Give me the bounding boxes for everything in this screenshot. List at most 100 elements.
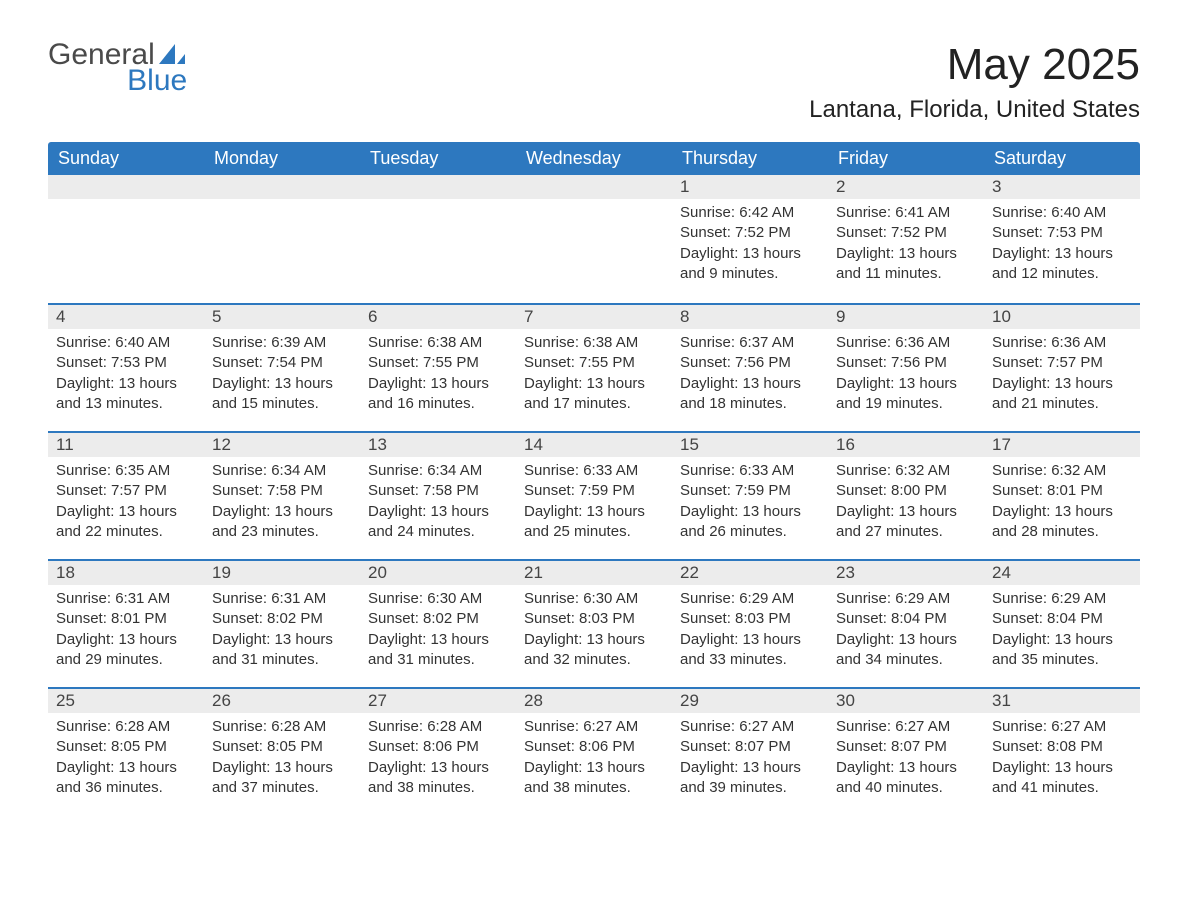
daylight-text: Daylight: 13 hours and 21 minutes. <box>992 374 1132 415</box>
weekday-header: Sunday <box>48 142 204 175</box>
daylight-text: Daylight: 13 hours and 26 minutes. <box>680 502 820 543</box>
sunset-text: Sunset: 8:06 PM <box>368 737 508 757</box>
day-number: 18 <box>48 559 204 585</box>
sunset-text: Sunset: 7:56 PM <box>836 353 976 373</box>
sunset-text: Sunset: 7:54 PM <box>212 353 352 373</box>
calendar-cell <box>204 175 360 303</box>
day-details: Sunrise: 6:42 AMSunset: 7:52 PMDaylight:… <box>672 199 828 292</box>
daylight-text: Daylight: 13 hours and 31 minutes. <box>368 630 508 671</box>
sunset-text: Sunset: 8:00 PM <box>836 481 976 501</box>
sunset-text: Sunset: 8:02 PM <box>368 609 508 629</box>
calendar-cell: 16Sunrise: 6:32 AMSunset: 8:00 PMDayligh… <box>828 431 984 559</box>
calendar-cell: 10Sunrise: 6:36 AMSunset: 7:57 PMDayligh… <box>984 303 1140 431</box>
daylight-text: Daylight: 13 hours and 19 minutes. <box>836 374 976 415</box>
calendar-cell: 17Sunrise: 6:32 AMSunset: 8:01 PMDayligh… <box>984 431 1140 559</box>
sunrise-text: Sunrise: 6:36 AM <box>836 333 976 353</box>
day-details: Sunrise: 6:36 AMSunset: 7:57 PMDaylight:… <box>984 329 1140 422</box>
day-details: Sunrise: 6:29 AMSunset: 8:04 PMDaylight:… <box>984 585 1140 678</box>
sunrise-text: Sunrise: 6:39 AM <box>212 333 352 353</box>
calendar-table: Sunday Monday Tuesday Wednesday Thursday… <box>48 142 1140 815</box>
day-details: Sunrise: 6:28 AMSunset: 8:05 PMDaylight:… <box>48 713 204 806</box>
day-number <box>48 175 204 199</box>
day-number: 2 <box>828 175 984 199</box>
day-details: Sunrise: 6:37 AMSunset: 7:56 PMDaylight:… <box>672 329 828 422</box>
day-details: Sunrise: 6:36 AMSunset: 7:56 PMDaylight:… <box>828 329 984 422</box>
daylight-text: Daylight: 13 hours and 22 minutes. <box>56 502 196 543</box>
sunset-text: Sunset: 7:52 PM <box>836 223 976 243</box>
sunrise-text: Sunrise: 6:38 AM <box>524 333 664 353</box>
daylight-text: Daylight: 13 hours and 17 minutes. <box>524 374 664 415</box>
calendar-cell: 27Sunrise: 6:28 AMSunset: 8:06 PMDayligh… <box>360 687 516 815</box>
day-details: Sunrise: 6:27 AMSunset: 8:07 PMDaylight:… <box>828 713 984 806</box>
calendar-cell: 28Sunrise: 6:27 AMSunset: 8:06 PMDayligh… <box>516 687 672 815</box>
day-details: Sunrise: 6:27 AMSunset: 8:07 PMDaylight:… <box>672 713 828 806</box>
sunrise-text: Sunrise: 6:29 AM <box>680 589 820 609</box>
daylight-text: Daylight: 13 hours and 16 minutes. <box>368 374 508 415</box>
calendar-cell: 8Sunrise: 6:37 AMSunset: 7:56 PMDaylight… <box>672 303 828 431</box>
calendar-cell: 4Sunrise: 6:40 AMSunset: 7:53 PMDaylight… <box>48 303 204 431</box>
day-number: 30 <box>828 687 984 713</box>
sunrise-text: Sunrise: 6:27 AM <box>524 717 664 737</box>
day-number: 1 <box>672 175 828 199</box>
day-number: 21 <box>516 559 672 585</box>
day-details: Sunrise: 6:29 AMSunset: 8:03 PMDaylight:… <box>672 585 828 678</box>
daylight-text: Daylight: 13 hours and 40 minutes. <box>836 758 976 799</box>
day-details: Sunrise: 6:40 AMSunset: 7:53 PMDaylight:… <box>984 199 1140 292</box>
day-number <box>516 175 672 199</box>
day-details: Sunrise: 6:30 AMSunset: 8:02 PMDaylight:… <box>360 585 516 678</box>
day-number: 27 <box>360 687 516 713</box>
day-number: 7 <box>516 303 672 329</box>
calendar-row: 11Sunrise: 6:35 AMSunset: 7:57 PMDayligh… <box>48 431 1140 559</box>
daylight-text: Daylight: 13 hours and 18 minutes. <box>680 374 820 415</box>
day-details: Sunrise: 6:38 AMSunset: 7:55 PMDaylight:… <box>516 329 672 422</box>
day-number: 20 <box>360 559 516 585</box>
calendar-cell <box>48 175 204 303</box>
calendar-cell: 3Sunrise: 6:40 AMSunset: 7:53 PMDaylight… <box>984 175 1140 303</box>
day-number: 8 <box>672 303 828 329</box>
calendar-cell: 24Sunrise: 6:29 AMSunset: 8:04 PMDayligh… <box>984 559 1140 687</box>
day-number: 19 <box>204 559 360 585</box>
calendar-cell: 5Sunrise: 6:39 AMSunset: 7:54 PMDaylight… <box>204 303 360 431</box>
daylight-text: Daylight: 13 hours and 11 minutes. <box>836 244 976 285</box>
day-number <box>204 175 360 199</box>
sunset-text: Sunset: 7:55 PM <box>368 353 508 373</box>
day-number: 3 <box>984 175 1140 199</box>
calendar-cell: 1Sunrise: 6:42 AMSunset: 7:52 PMDaylight… <box>672 175 828 303</box>
sunrise-text: Sunrise: 6:30 AM <box>368 589 508 609</box>
sunrise-text: Sunrise: 6:27 AM <box>992 717 1132 737</box>
calendar-cell: 13Sunrise: 6:34 AMSunset: 7:58 PMDayligh… <box>360 431 516 559</box>
day-number: 16 <box>828 431 984 457</box>
calendar-row: 18Sunrise: 6:31 AMSunset: 8:01 PMDayligh… <box>48 559 1140 687</box>
day-number: 28 <box>516 687 672 713</box>
sunset-text: Sunset: 8:07 PM <box>680 737 820 757</box>
day-details: Sunrise: 6:40 AMSunset: 7:53 PMDaylight:… <box>48 329 204 422</box>
daylight-text: Daylight: 13 hours and 29 minutes. <box>56 630 196 671</box>
daylight-text: Daylight: 13 hours and 35 minutes. <box>992 630 1132 671</box>
header: General Blue May 2025 Lantana, Florida, … <box>48 40 1140 136</box>
calendar-cell: 14Sunrise: 6:33 AMSunset: 7:59 PMDayligh… <box>516 431 672 559</box>
sunset-text: Sunset: 7:57 PM <box>56 481 196 501</box>
calendar-cell: 25Sunrise: 6:28 AMSunset: 8:05 PMDayligh… <box>48 687 204 815</box>
day-number: 17 <box>984 431 1140 457</box>
weekday-header: Tuesday <box>360 142 516 175</box>
day-details: Sunrise: 6:34 AMSunset: 7:58 PMDaylight:… <box>360 457 516 550</box>
sunrise-text: Sunrise: 6:28 AM <box>368 717 508 737</box>
calendar-cell: 30Sunrise: 6:27 AMSunset: 8:07 PMDayligh… <box>828 687 984 815</box>
day-number: 12 <box>204 431 360 457</box>
day-number: 22 <box>672 559 828 585</box>
day-number: 15 <box>672 431 828 457</box>
day-number: 31 <box>984 687 1140 713</box>
calendar-cell: 23Sunrise: 6:29 AMSunset: 8:04 PMDayligh… <box>828 559 984 687</box>
daylight-text: Daylight: 13 hours and 25 minutes. <box>524 502 664 543</box>
sunset-text: Sunset: 7:53 PM <box>992 223 1132 243</box>
day-number: 29 <box>672 687 828 713</box>
daylight-text: Daylight: 13 hours and 37 minutes. <box>212 758 352 799</box>
calendar-cell: 20Sunrise: 6:30 AMSunset: 8:02 PMDayligh… <box>360 559 516 687</box>
day-details: Sunrise: 6:32 AMSunset: 8:00 PMDaylight:… <box>828 457 984 550</box>
calendar-cell <box>360 175 516 303</box>
calendar-cell: 15Sunrise: 6:33 AMSunset: 7:59 PMDayligh… <box>672 431 828 559</box>
calendar-body: 1Sunrise: 6:42 AMSunset: 7:52 PMDaylight… <box>48 175 1140 815</box>
day-details: Sunrise: 6:35 AMSunset: 7:57 PMDaylight:… <box>48 457 204 550</box>
weekday-header-row: Sunday Monday Tuesday Wednesday Thursday… <box>48 142 1140 175</box>
day-number: 14 <box>516 431 672 457</box>
